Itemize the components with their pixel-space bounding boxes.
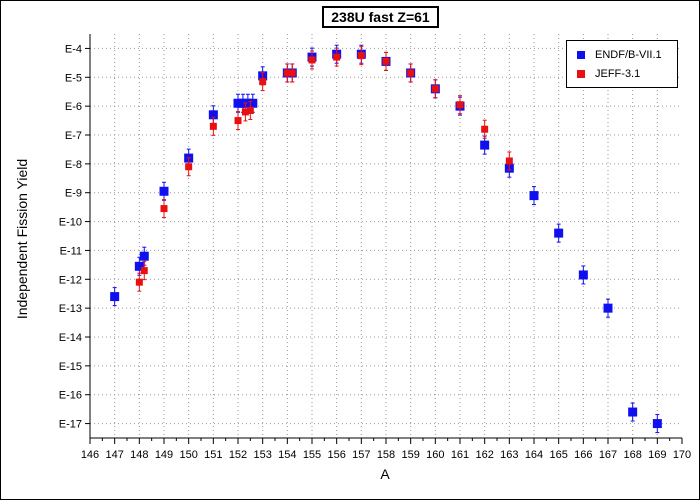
- y-tick-label: E-10: [59, 217, 82, 229]
- data-point-endf: [652, 419, 662, 429]
- data-point-jeff: [259, 78, 267, 86]
- legend-swatch-jeff: [577, 70, 585, 79]
- y-tick-label: E-9: [65, 188, 82, 200]
- x-tick-label: 149: [155, 449, 173, 461]
- y-tick-label: E-7: [65, 130, 82, 142]
- y-tick-label: E-13: [59, 303, 82, 315]
- data-point-jeff: [357, 52, 365, 60]
- data-point-endf: [248, 98, 258, 108]
- y-tick-label: E-5: [65, 72, 82, 84]
- x-tick-label: 169: [648, 449, 666, 461]
- x-tick-label: 163: [500, 449, 518, 461]
- data-point-endf: [139, 251, 149, 261]
- data-point-endf: [159, 186, 169, 196]
- data-point-jeff: [456, 101, 464, 109]
- x-tick-label: 159: [401, 449, 419, 461]
- legend: ENDF/B-VII.1 JEFF-3.1: [566, 40, 678, 88]
- y-tick-label: E-14: [59, 332, 82, 344]
- data-point-endf: [529, 191, 539, 201]
- x-tick-label: 162: [475, 449, 493, 461]
- data-point-endf: [578, 270, 588, 280]
- data-point-jeff: [333, 53, 341, 61]
- x-tick-label: 151: [204, 449, 222, 461]
- y-tick-label: E-16: [59, 390, 82, 402]
- x-tick-label: 152: [229, 449, 247, 461]
- data-point-endf: [208, 110, 218, 120]
- y-tick-label: E-8: [65, 159, 82, 171]
- x-tick-label: 165: [549, 449, 567, 461]
- x-tick-label: 148: [130, 449, 148, 461]
- data-point-jeff: [246, 106, 254, 114]
- x-tick-label: 166: [574, 449, 592, 461]
- x-tick-label: 170: [673, 449, 691, 461]
- data-point-endf: [238, 98, 248, 108]
- x-tick-label: 147: [105, 449, 123, 461]
- legend-item-jeff: JEFF-3.1: [577, 67, 640, 81]
- x-tick-label: 167: [599, 449, 617, 461]
- data-point-endf: [480, 140, 490, 150]
- data-point-jeff: [288, 69, 296, 77]
- data-point-jeff: [135, 278, 143, 286]
- data-point-endf: [554, 228, 564, 238]
- chart-title: 238U fast Z=61: [322, 6, 439, 28]
- legend-swatch-endf: [577, 51, 585, 60]
- x-tick-label: 150: [179, 449, 197, 461]
- x-tick-label: 168: [623, 449, 641, 461]
- x-tick-label: 155: [303, 449, 321, 461]
- data-point-jeff: [308, 56, 316, 64]
- x-tick-label: 153: [253, 449, 271, 461]
- data-point-jeff: [382, 57, 390, 65]
- x-tick-label: 158: [377, 449, 395, 461]
- y-tick-label: E-6: [65, 101, 82, 113]
- x-axis-label: A: [380, 466, 390, 482]
- data-point-jeff: [160, 205, 168, 213]
- x-tick-label: 154: [278, 449, 296, 461]
- data-point-endf: [110, 292, 120, 302]
- data-point-endf: [628, 407, 638, 417]
- data-point-jeff: [283, 69, 291, 77]
- legend-label-jeff: JEFF-3.1: [595, 68, 641, 80]
- y-tick-label: E-12: [59, 274, 82, 286]
- x-tick-label: 161: [451, 449, 469, 461]
- y-tick-label: E-11: [60, 245, 82, 257]
- data-point-jeff: [505, 157, 513, 165]
- x-tick-label: 157: [352, 449, 370, 461]
- data-point-jeff: [431, 85, 439, 93]
- data-point-endf: [603, 303, 613, 313]
- legend-item-endf: ENDF/B-VII.1: [577, 48, 662, 62]
- y-axis-label: Independent Fission Yield: [14, 158, 30, 320]
- data-point-jeff: [185, 163, 193, 171]
- y-tick-label: E-15: [59, 361, 82, 373]
- data-point-jeff: [407, 69, 415, 77]
- data-point-endf: [233, 98, 243, 108]
- x-tick-label: 156: [327, 449, 345, 461]
- data-point-endf: [243, 98, 253, 108]
- x-tick-label: 146: [81, 449, 99, 461]
- y-tick-label: E-4: [65, 43, 82, 55]
- y-tick-label: E-17: [59, 419, 82, 431]
- x-tick-label: 160: [426, 449, 444, 461]
- legend-label-endf: ENDF/B-VII.1: [595, 49, 662, 61]
- data-point-jeff: [241, 108, 249, 116]
- data-point-jeff: [481, 125, 489, 133]
- data-point-jeff: [209, 122, 217, 130]
- x-tick-label: 164: [525, 449, 543, 461]
- data-point-endf: [134, 261, 144, 271]
- data-point-jeff: [140, 267, 148, 275]
- data-point-jeff: [234, 117, 242, 125]
